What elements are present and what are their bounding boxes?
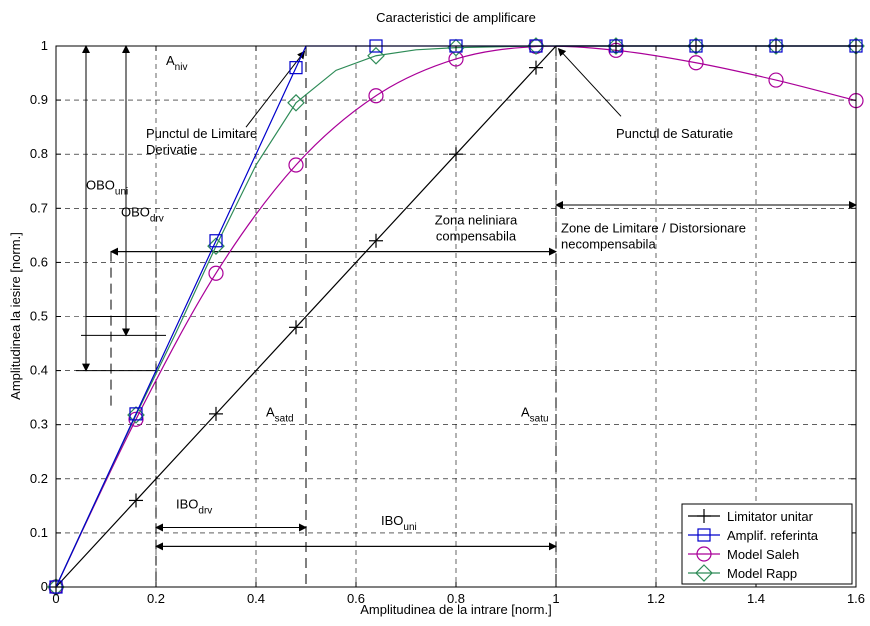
annotation-zone-lim: Zone de Limitare / Distorsionare necompen… xyxy=(561,221,746,252)
model-rapp-point xyxy=(367,46,385,65)
grid xyxy=(56,46,856,587)
legend-label-model-saleh: Model Saleh xyxy=(727,547,799,562)
y-tick-label: 0.9 xyxy=(30,92,48,107)
annotation-ibo-drv: IBOdrv xyxy=(176,497,212,517)
punct-limitare-pointer xyxy=(245,50,306,128)
annotation-a-niv-main: A xyxy=(166,53,175,68)
annotation-obo-uni-main: OBO xyxy=(86,177,115,192)
x-tick-label: 1.6 xyxy=(847,591,865,606)
y-axis-label: Amplitudinea la iesire [norm.] xyxy=(8,232,23,400)
y-tick-label: 0.6 xyxy=(30,254,48,269)
annotation-ibo-uni-sub: uni xyxy=(403,522,416,533)
y-tick-label: 0 xyxy=(41,579,48,594)
model-rapp-point xyxy=(447,38,465,57)
annotation-zona-nel-line: compensabila xyxy=(436,229,517,244)
annotation-obo-drv: OBOdrv xyxy=(121,204,164,224)
model-saleh-line xyxy=(55,45,857,588)
y-tick-label: 1 xyxy=(41,38,48,53)
axis-ticks: 0 0.2 0.4 0.6 0.8 1 1.2 1.4 1.6 0 0.1 0.2 0.3 0.4 0.5 0… xyxy=(30,38,865,606)
legend: Limitator unitar Amplif. referinta Model S… xyxy=(681,503,853,585)
annotation-zona-nel: Zona neliniara compensabila xyxy=(435,213,518,244)
annotation-a-satu-sub: satu xyxy=(530,414,549,425)
annotation-obo-uni-sub: uni xyxy=(115,186,128,197)
annotation-a-niv: Aniv xyxy=(166,53,187,73)
chart-title: Caracteristici de amplificare xyxy=(376,10,536,25)
model-rapp-point xyxy=(207,237,225,256)
model-rapp-point xyxy=(607,37,625,55)
y-tick-label: 0.3 xyxy=(30,417,48,432)
y-tick-label: 0.7 xyxy=(30,200,48,215)
annotation-a-satu: Asatu xyxy=(521,405,549,425)
model-saleh-point xyxy=(768,72,784,88)
y-tick-label: 0.8 xyxy=(30,146,48,161)
x-tick-label: 1.4 xyxy=(747,591,765,606)
annotation-a-satu-main: A xyxy=(521,405,530,420)
annotation-a-satd-sub: satd xyxy=(275,414,294,425)
y-tick-label: 0.1 xyxy=(30,525,48,540)
x-tick-label: 0.2 xyxy=(147,591,165,606)
model-saleh-point xyxy=(208,265,224,281)
x-tick-label: 0 xyxy=(52,591,59,606)
annotation-obo-uni: OBOuni xyxy=(86,177,128,197)
model-rapp-point xyxy=(527,37,545,55)
annotation-obo-drv-sub: drv xyxy=(150,213,164,224)
legend-marker-model-saleh xyxy=(696,546,712,562)
annotation-zone-lim-line: Zone de Limitare / Distorsionare xyxy=(561,221,746,236)
annotation-punct-lim-line: Punctul de Limitare xyxy=(146,126,257,141)
legend-marker-model-rapp xyxy=(695,564,713,582)
annotation-ibo-drv-sub: drv xyxy=(198,506,212,517)
x-tick-label: 0.4 xyxy=(247,591,265,606)
model-rapp-point xyxy=(47,578,65,596)
annotation-a-niv-sub: niv xyxy=(175,62,188,73)
limitator-unitar-point xyxy=(209,406,223,421)
punct-saturatie-pointer xyxy=(557,47,622,117)
y-tick-label: 0.5 xyxy=(30,309,48,324)
amplif-referinta-point xyxy=(289,61,303,75)
model-saleh-point xyxy=(688,55,704,71)
x-tick-label: 1.2 xyxy=(647,591,665,606)
model-rapp-point xyxy=(287,93,305,112)
annotation-ibo-uni: IBOuni xyxy=(381,513,417,533)
model-saleh-point xyxy=(288,157,304,173)
legend-marker-amplif-referinta xyxy=(697,528,711,542)
annotation-zona-nel-line: Zona neliniara xyxy=(435,213,518,228)
model-saleh-point xyxy=(128,411,144,427)
annotation-punct-lim-line: Derivatie xyxy=(146,142,197,157)
annotation-punct-lim: Punctul de Limitare Derivatie xyxy=(146,126,257,157)
y-tick-label: 0.2 xyxy=(30,471,48,486)
limitator-unitar-point xyxy=(129,493,143,508)
annotation-ibo-uni-main: IBO xyxy=(381,513,403,528)
annotation-a-satd-main: A xyxy=(266,405,275,420)
model-rapp-point xyxy=(767,37,785,55)
limitator-unitar-point xyxy=(529,60,543,75)
x-tick-label: 0.6 xyxy=(347,591,365,606)
model-saleh-point xyxy=(368,88,384,104)
annotation-obo-drv-main: OBO xyxy=(121,204,150,219)
limitator-unitar-point xyxy=(449,147,463,162)
legend-label-limitator-unitar: Limitator unitar xyxy=(727,509,814,524)
x-axis-label: Amplitudinea de la intrare [norm.] xyxy=(360,602,551,617)
legend-label-model-rapp: Model Rapp xyxy=(727,566,797,581)
x-tick-label: 1 xyxy=(552,591,559,606)
annotation-punct-sat: Punctul de Saturatie xyxy=(616,126,733,141)
amplif-referinta-point xyxy=(129,407,143,421)
amplif-referinta-point xyxy=(209,234,223,248)
annotation-a-satd: Asatd xyxy=(266,405,294,425)
annotation-punct-sat-main: Punctul de Saturatie xyxy=(616,126,733,141)
model-rapp-point xyxy=(127,406,145,424)
x-tick-label: 0.8 xyxy=(447,591,465,606)
limitator-unitar-point xyxy=(289,320,303,335)
legend-label-amplif-referinta: Amplif. referinta xyxy=(727,528,819,543)
y-tick-label: 0.4 xyxy=(30,363,48,378)
limitator-unitar-point xyxy=(369,233,383,248)
annotation-ibo-drv-main: IBO xyxy=(176,497,198,512)
legend-marker-limitator-unitar xyxy=(697,509,711,523)
annotation-zone-lim-line: necompensabila xyxy=(561,237,656,252)
model-rapp-point xyxy=(687,37,705,55)
